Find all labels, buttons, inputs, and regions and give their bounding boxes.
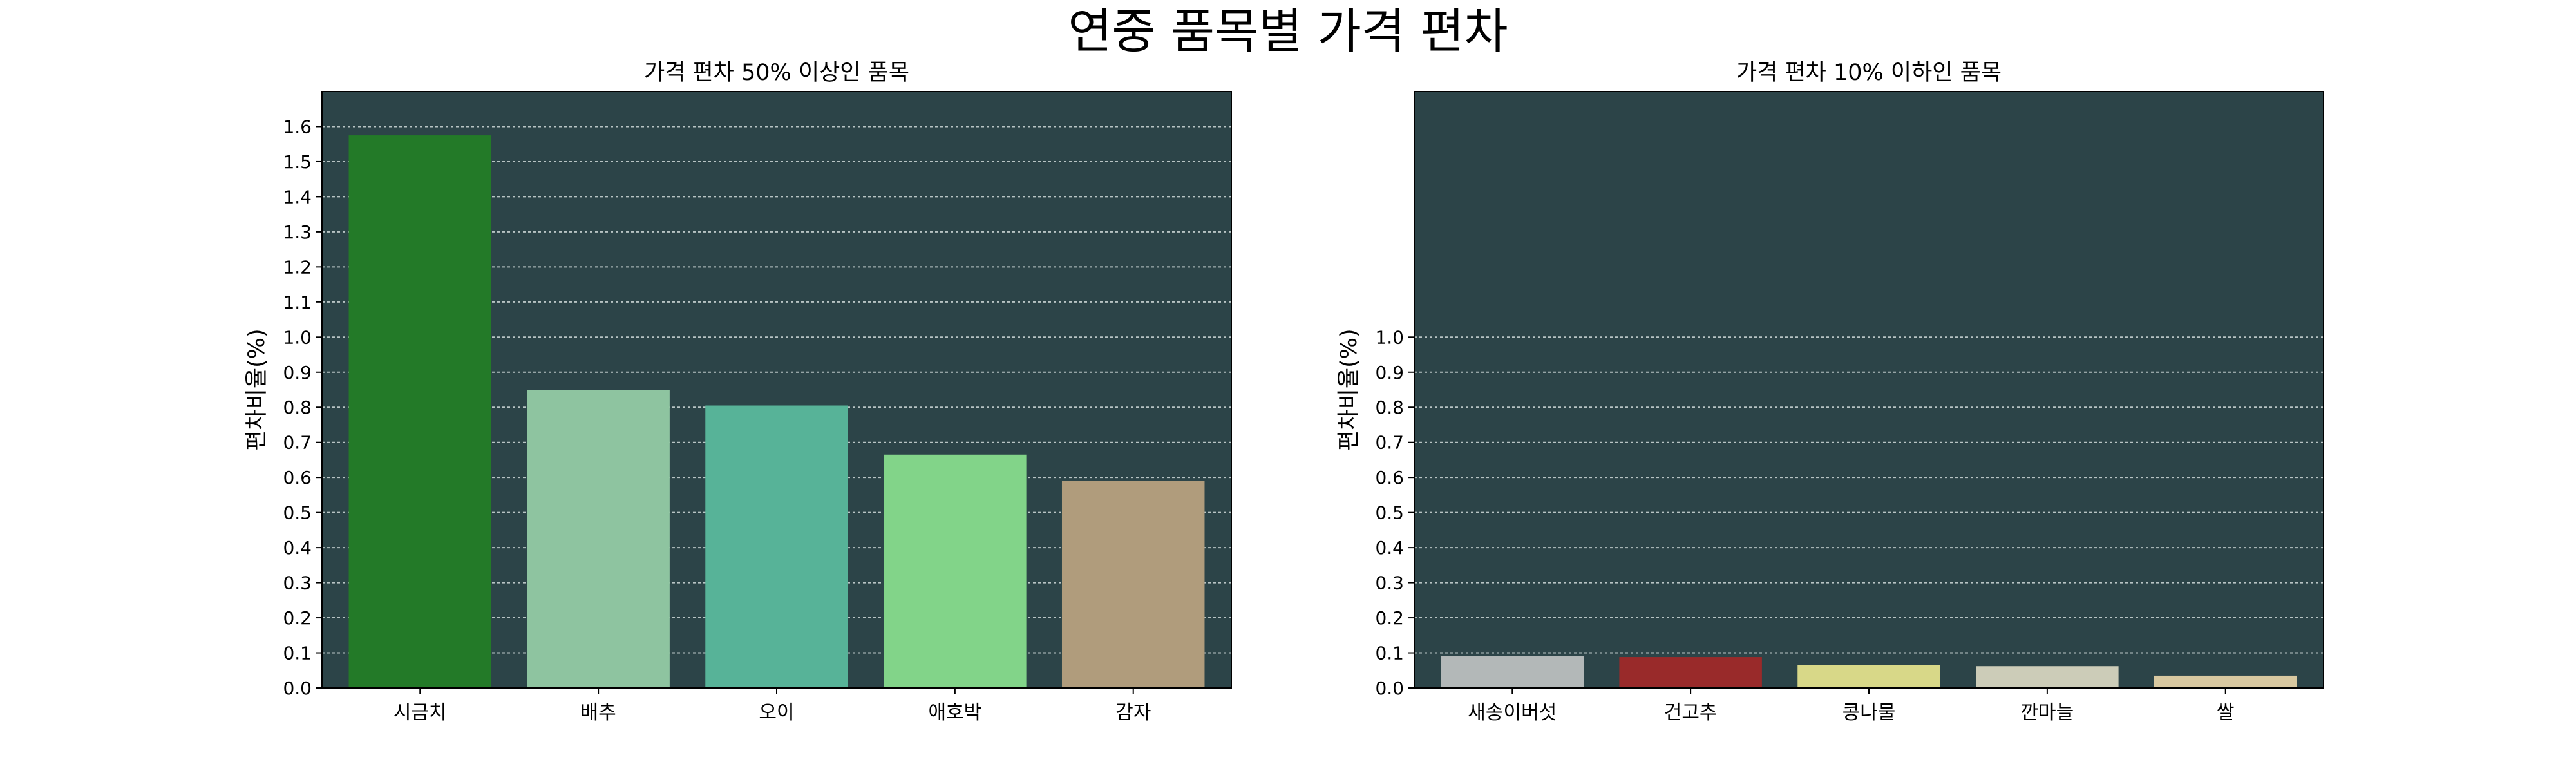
y-tick-label: 0.2: [1375, 607, 1404, 629]
x-tick-label: 배추: [581, 701, 616, 724]
y-tick-label: 0.1: [283, 643, 312, 664]
bar: [527, 390, 670, 688]
y-tick-label: 1.0: [1375, 327, 1404, 348]
y-tick-label: 1.2: [283, 256, 312, 278]
x-tick-label: 새송이버섯: [1468, 701, 1557, 724]
plot-area: [1414, 91, 2324, 688]
plot-frame: [1414, 91, 2324, 689]
y-tick-label: 0.0: [1375, 678, 1404, 699]
y-tick-label: 0.4: [1375, 537, 1404, 558]
bar: [884, 454, 1027, 688]
y-tick-label: 0.9: [1375, 362, 1404, 383]
x-tick-label: 감자: [1115, 701, 1151, 724]
x-tick-label: 쌀: [2217, 701, 2235, 724]
y-tick-label: 1.1: [283, 292, 312, 313]
x-tick-label: 시금치: [393, 701, 447, 724]
bar: [1976, 666, 2119, 688]
y-tick-label: 0.3: [283, 573, 312, 594]
x-tick-label: 오이: [759, 701, 794, 724]
bar: [348, 135, 492, 688]
y-tick-label: 1.5: [283, 151, 312, 173]
y-tick-label: 1.4: [283, 186, 312, 207]
x-tick-label: 콩나물: [1842, 701, 1896, 724]
y-tick-label: 0.7: [283, 432, 312, 453]
bar: [705, 405, 848, 688]
y-tick-label: 0.5: [283, 502, 312, 524]
y-tick-label: 0.7: [1375, 432, 1404, 453]
x-tick-label: 애호박: [928, 701, 981, 724]
bar: [1797, 665, 1940, 688]
figure-suptitle: 연중 품목별 가격 편차: [1068, 4, 1508, 59]
y-tick-label: 1.3: [283, 222, 312, 243]
y-tick-label: 0.6: [1375, 467, 1404, 488]
y-tick-label: 1.6: [283, 116, 312, 137]
bar: [2154, 675, 2297, 688]
y-tick-label: 0.0: [283, 678, 312, 699]
y-axis-label: 편차비율(%): [1336, 329, 1362, 450]
x-tick-label: 건고추: [1664, 701, 1718, 724]
y-tick-label: 0.2: [283, 607, 312, 629]
y-tick-label: 0.4: [283, 537, 312, 558]
y-axis-label: 편차비율(%): [244, 329, 270, 450]
y-tick-label: 0.1: [1375, 643, 1404, 664]
chart-title: 가격 편차 10% 이하인 품목: [1736, 60, 2002, 86]
y-tick-label: 0.9: [283, 362, 312, 383]
y-tick-label: 0.6: [283, 467, 312, 488]
bar: [1061, 481, 1205, 688]
y-tick-label: 0.3: [1375, 573, 1404, 594]
y-tick-label: 0.8: [1375, 397, 1404, 418]
y-tick-label: 0.5: [1375, 502, 1404, 524]
x-tick-label: 깐마늘: [2020, 701, 2074, 724]
left-chart-panel: 0.0 0.1 0.2 0.3 0.4 0.5 0.6 0.7 0.8 0.9 1.0 1.1 1.2 1…: [244, 60, 1232, 724]
bar: [1441, 656, 1584, 688]
plot-frame: [321, 91, 1232, 689]
chart-title: 가격 편차 50% 이상인 품목: [644, 60, 909, 86]
y-tick-label: 1.0: [283, 327, 312, 348]
bar: [1619, 657, 1762, 688]
y-tick-label: 0.8: [283, 397, 312, 418]
right-chart-panel: 0.0 0.1 0.2 0.3 0.4 0.5 0.6 0.7 0.8 0.9 1.0 새송이버섯 건고…: [1336, 60, 2324, 724]
